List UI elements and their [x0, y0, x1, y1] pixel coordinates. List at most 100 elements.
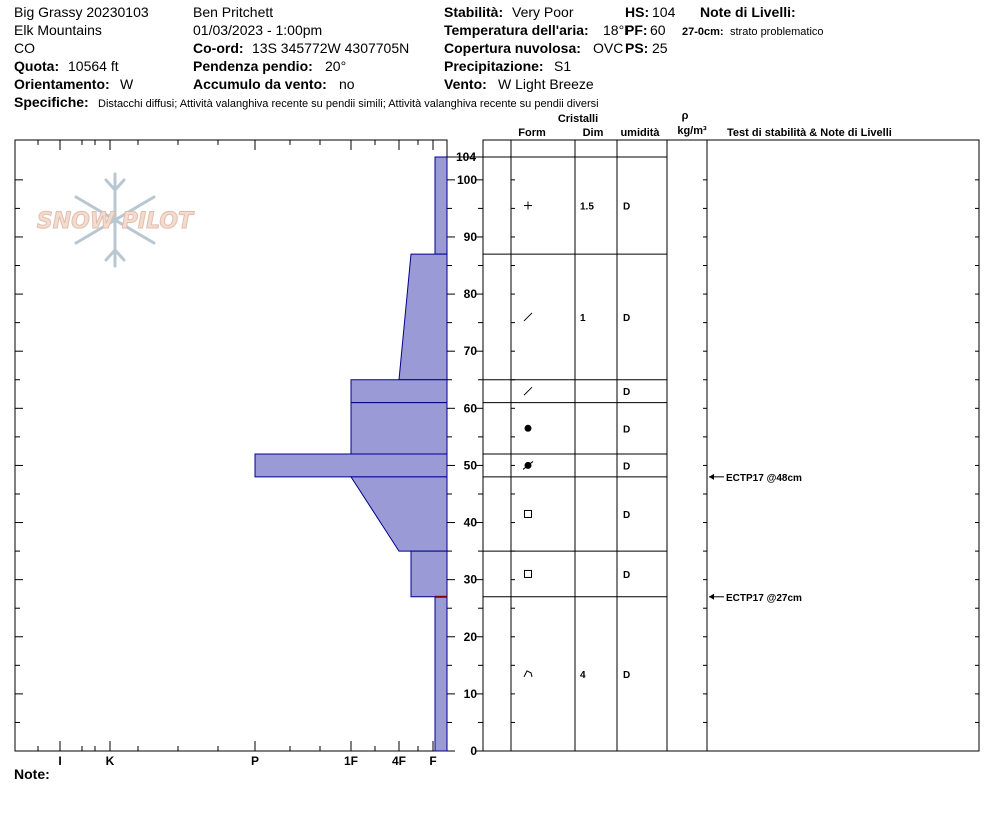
table-row: D [523, 386, 630, 398]
table-row: D [524, 509, 630, 521]
site-name: Big Grassy 20230103 [14, 4, 149, 20]
header: Big Grassy 20230103 Elk Mountains CO Quo… [14, 4, 824, 782]
hardness-label-P: P [251, 754, 259, 768]
hardness-label-K: K [106, 754, 115, 768]
crystal-dot-slash-icon [522, 461, 534, 470]
test-label-0: ECTP17 @48cm [726, 473, 802, 484]
aspect-value: W [120, 76, 134, 92]
hardness-segment-2 [350, 379, 448, 404]
precip-value: S1 [554, 58, 571, 74]
header-form: Form [518, 127, 546, 139]
hardness-segment-1 [398, 253, 448, 381]
pf-value: 60 [650, 22, 666, 38]
wind-label: Vento: [444, 76, 487, 92]
layer-note-text: strato problematico [730, 26, 824, 38]
wind-value: W Light Breeze [498, 76, 594, 92]
crystal-square-icon [524, 509, 532, 518]
depth-label-0: 0 [470, 744, 477, 758]
crystal-square-icon [524, 569, 532, 578]
stability-label: Stabilità: [444, 4, 503, 20]
header-density-unit: kg/m³ [677, 125, 707, 137]
depth-label-20: 20 [464, 630, 478, 644]
depth-label-70: 70 [464, 344, 478, 358]
ps-value: 25 [652, 40, 668, 56]
hardness-segment-4 [254, 453, 448, 478]
air-temp-label: Temperatura dell'aria: [444, 22, 589, 38]
layer-moisture: D [623, 313, 630, 324]
specifics-value: Distacchi diffusi; Attività valanghiva r… [98, 98, 599, 110]
elevation-label: Quota: [14, 58, 59, 74]
test-arrow-icon [709, 473, 714, 480]
depth-label-80: 80 [464, 287, 478, 301]
logo-text: SNOW PILOT [37, 209, 195, 234]
header-rho: ρ [682, 110, 689, 122]
crystal-slash-icon [523, 386, 533, 396]
depth-label-60: 60 [464, 401, 478, 415]
air-temp-value: 18°F [603, 22, 633, 38]
layer-notes-label: Note di Livelli: [700, 4, 796, 20]
wind-loading-label: Accumulo da vento: [193, 76, 327, 92]
state-name: CO [14, 40, 35, 56]
stability-value: Very Poor [512, 4, 574, 20]
layer-moisture: D [623, 461, 630, 472]
hardness-segment-7 [434, 596, 448, 752]
table-row: D [524, 424, 630, 435]
layer-moisture: D [623, 387, 630, 398]
crystal-dot-icon [524, 424, 532, 432]
header-size: Dim [583, 127, 604, 139]
layer-moisture: D [623, 424, 630, 435]
hardness-label-I: I [58, 754, 61, 768]
slope-value: 20° [325, 58, 346, 74]
range-name: Elk Mountains [14, 22, 102, 38]
layer-moisture: D [623, 510, 630, 521]
test-arrow-icon [709, 593, 714, 600]
wind-loading-value: no [339, 76, 355, 92]
hardness-segment-5 [350, 476, 448, 552]
notes-label: Note: [14, 766, 50, 782]
sky-value: OVC [593, 40, 623, 56]
layer-moisture: D [623, 202, 630, 213]
observation-datetime: 01/03/2023 - 1:00pm [193, 22, 322, 38]
hs-value: 104 [652, 4, 676, 20]
hardness-segment-6 [410, 550, 448, 598]
layer-size: 1 [580, 313, 586, 324]
layer-table: Cristalli Form Dim umidità ρ kg/m³ Test … [482, 110, 980, 752]
depth-label-90: 90 [464, 230, 478, 244]
layer-size: 4 [580, 670, 586, 681]
hs-label: HS: [625, 4, 649, 20]
test-label-1: ECTP17 @27cm [726, 593, 802, 604]
crystal-depth-hoar-icon [523, 670, 533, 678]
header-tests: Test di stabilità & Note di Livelli [727, 127, 892, 139]
observer-name: Ben Pritchett [193, 4, 273, 20]
snowflake-icon [74, 172, 156, 268]
depth-label-40: 40 [464, 516, 478, 530]
table-row: D [524, 569, 630, 581]
hardness-segment-3 [350, 402, 448, 455]
slope-label: Pendenza pendio: [193, 58, 313, 74]
sky-label: Copertura nuvolosa: [444, 40, 581, 56]
snowpilot-logo: SNOW PILOT [36, 172, 196, 268]
depth-label-50: 50 [464, 458, 478, 472]
hardness-profile [254, 156, 448, 752]
header-moisture: umidità [620, 127, 660, 139]
crystal-slash-icon [523, 312, 533, 322]
aspect-label: Orientamento: [14, 76, 110, 92]
hardness-label-1F: 1F [344, 754, 358, 768]
precip-label: Precipitazione: [444, 58, 544, 74]
layer-moisture: D [623, 670, 630, 681]
depth-label-30: 30 [464, 573, 478, 587]
hardness-label-4F: 4F [392, 754, 406, 768]
coord-label: Co-ord: [193, 40, 244, 56]
hardness-label-F: F [429, 754, 436, 768]
specifics-label: Specifiche: [14, 94, 89, 110]
elevation-value: 10564 ft [68, 58, 119, 74]
ps-label: PS: [625, 40, 648, 56]
hardness-segment-0 [434, 156, 448, 255]
header-crystals: Cristalli [558, 113, 598, 125]
depth-label-10: 10 [464, 687, 478, 701]
depth-label-100: 100 [457, 173, 477, 187]
pf-label: PF: [625, 22, 648, 38]
